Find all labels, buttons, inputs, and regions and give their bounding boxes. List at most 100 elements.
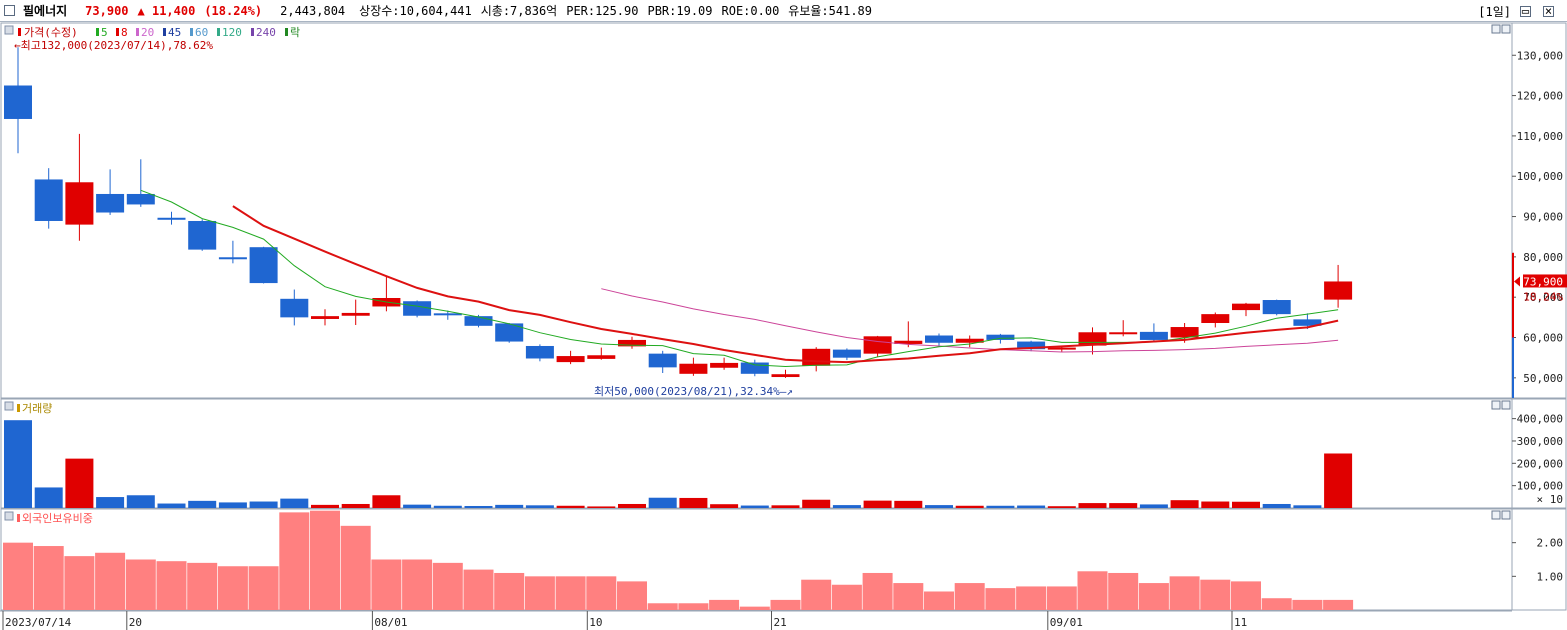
volume-bar [495,504,524,508]
foreign-bar [279,512,310,610]
candle-down [249,247,278,284]
foreign-bar [1261,598,1292,610]
market-cap: 시총:7,836억 [480,4,558,18]
x-tick-label: 21 [774,616,787,629]
pane-close-icon[interactable] [1501,400,1511,410]
legend-ma-label: 8 [121,26,128,39]
candle-down [525,345,554,359]
foreign-bar [893,583,924,610]
candle-down [925,335,953,343]
foreign-bar [1200,579,1231,610]
period-selector[interactable]: [1일] [1478,5,1511,19]
legend-ma-label: 20 [141,26,154,39]
candle-down [464,316,493,326]
price-change: ▲ 11,400 [137,3,196,18]
volume-bar [525,505,554,508]
candle-down [34,179,63,221]
foreign-bar [985,588,1016,610]
candle-up [679,363,708,374]
legend-ma-label: 120 [222,26,242,39]
candle-down [648,353,677,368]
candle-down [403,301,432,316]
volume-bar [1139,504,1168,508]
candle-up [341,312,370,316]
x-tick-label: 2023/07/14 [5,616,72,629]
price-tick-label: 80,000 [1523,251,1563,264]
volume-tick-label: 200,000 [1517,457,1563,470]
candle-up [710,362,739,368]
volume-bar [802,499,831,508]
foreign-bar [402,559,433,610]
volume-bar [218,502,247,508]
foreign-bar [739,606,770,610]
price-tick-label: 100,000 [1517,170,1563,183]
volume-bar [34,487,63,508]
legend-ma-marker [116,28,119,36]
price-tick-label: 50,000 [1523,372,1563,385]
candle-down [157,217,186,220]
volume-bar [832,505,861,508]
price-tick-label: 60,000 [1523,332,1563,345]
price-tick-label: 110,000 [1517,130,1563,143]
price-tag-value: 73,900 [1523,275,1563,288]
volume-bar [65,458,94,508]
legend-ma-marker [96,28,99,36]
candle-up [618,339,646,347]
volume-bar [894,500,923,508]
legend-toggle-icon[interactable] [4,401,14,411]
candle-down [433,313,462,316]
legend-toggle-icon[interactable] [4,25,14,35]
volume-pane-axis-frame [1511,398,1567,509]
per-value: PER:125.90 [566,3,639,18]
candle-up [771,374,800,378]
foreign-bar [555,576,586,610]
legend-ma-label: 240 [256,26,276,39]
volume-bar [648,497,677,508]
legend-toggle-icon[interactable] [4,511,14,521]
legend-ma-marker [190,28,193,36]
foreign-bar [586,576,617,610]
foreign-bar [463,569,494,610]
candle-down [1139,331,1168,340]
foreign-bar [770,599,801,610]
volume-bar [341,503,370,508]
legend-ma-marker [163,28,166,36]
legend-foreign-label: 외국인보유비중 [22,512,93,525]
foreign-bar [1169,576,1200,610]
volume-bar [771,505,800,508]
volume-bar [311,504,339,508]
select-checkbox[interactable] [4,5,15,16]
foreign-bar [1231,581,1261,610]
legend-ma-label: 60 [195,26,208,39]
pane-minimize-icon[interactable] [1491,24,1501,34]
volume-bar [740,505,769,508]
foreign-bar [248,566,279,610]
volume-bar [433,505,462,508]
legend-foreign-marker [17,514,20,522]
foreign-bar [187,562,218,610]
volume-bar [986,505,1015,508]
volume-bar [280,498,309,508]
maximize-icon[interactable]: ▭ [1520,4,1531,18]
pane-close-icon[interactable] [1501,24,1511,34]
volume-bar [1293,505,1322,508]
pane-close-icon[interactable] [1501,510,1511,520]
volume-bar [587,506,616,508]
price-pointer-icon [1514,276,1520,287]
volume-tick-label: 100,000 [1517,480,1563,493]
pane-minimize-icon[interactable] [1491,400,1501,410]
x-tick-label: 09/01 [1050,616,1083,629]
legend-ma-marker [217,28,220,36]
volume-bar [1170,500,1199,508]
close-icon[interactable]: × [1543,4,1554,18]
legend-ma-label: 락 [290,26,300,39]
price-change-pct: (18.24%) [204,3,263,18]
foreign-bar [156,561,187,610]
volume-bar [126,495,155,508]
foreign-bar [831,584,862,610]
foreign-bar [617,581,647,610]
pane-minimize-icon[interactable] [1491,510,1501,520]
high-annotation: ←최고132,000(2023/07/14),78.62% [14,39,213,52]
legend-volume-label: 거래량 [22,402,52,415]
